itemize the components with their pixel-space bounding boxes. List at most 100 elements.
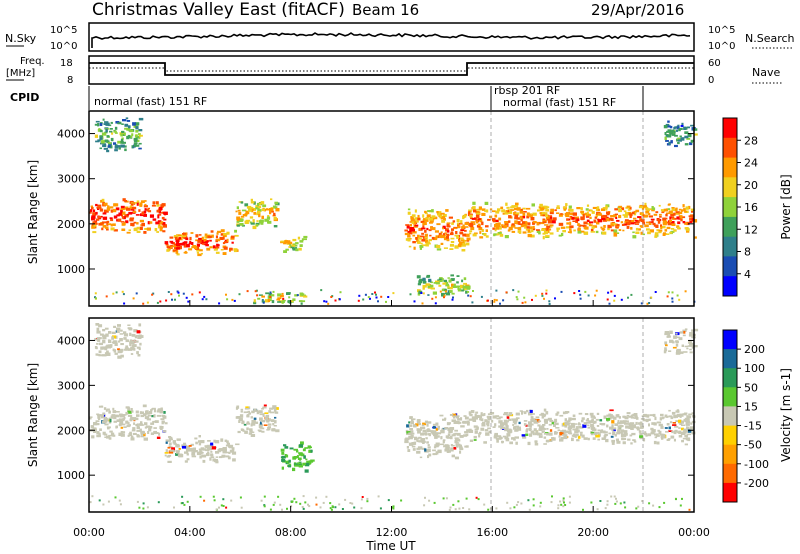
scatter-cell xyxy=(571,417,576,421)
scatter-cell xyxy=(682,329,687,332)
plot-title: Christmas Valley East (fitACF) xyxy=(92,0,345,20)
scatter-cell xyxy=(297,457,302,460)
scatter-cell xyxy=(614,434,617,437)
scatter-cell xyxy=(117,348,120,351)
scatter-cell xyxy=(171,298,173,301)
scatter-cell xyxy=(630,220,635,223)
scatter-cell xyxy=(215,251,220,254)
scatter-cell xyxy=(184,444,187,447)
scatter-cell xyxy=(461,249,466,252)
colorbar-tick-label: 28 xyxy=(744,134,758,147)
scatter-cell xyxy=(172,245,177,248)
colorbar-cell xyxy=(723,387,737,407)
scatter-cell xyxy=(225,506,228,509)
scatter-cell xyxy=(272,428,276,432)
scatter-cell xyxy=(247,406,251,410)
scatter-cell xyxy=(548,215,553,217)
scatter-cell xyxy=(633,417,637,419)
scatter-cell xyxy=(553,424,556,427)
scatter-cell xyxy=(525,429,528,433)
scatter-cell xyxy=(680,431,686,435)
scatter-cell xyxy=(99,337,102,340)
scatter-cell xyxy=(458,421,462,424)
scatter-cell xyxy=(157,214,162,216)
scatter-cell xyxy=(304,447,308,449)
scatter-cell xyxy=(155,201,159,205)
scatter-cell xyxy=(642,221,646,225)
scatter-cell xyxy=(558,214,563,217)
x-tick-label: 12:00 xyxy=(376,526,408,539)
scatter-cell xyxy=(377,495,380,498)
scatter-cell xyxy=(459,450,462,454)
scatter-cell xyxy=(562,429,566,433)
scatter-cell xyxy=(533,221,537,224)
scatter-cell xyxy=(442,282,447,285)
scatter-cell xyxy=(409,416,413,418)
scatter-cell xyxy=(222,242,226,245)
scatter-cell xyxy=(325,300,328,303)
scatter-cell xyxy=(596,412,600,415)
scatter-cell xyxy=(527,424,530,427)
scatter-cell xyxy=(577,230,582,234)
nave-tick-bottom: 0 xyxy=(708,75,714,86)
scatter-cell xyxy=(129,341,133,344)
scatter-cell xyxy=(269,296,272,298)
scatter-cell xyxy=(127,434,130,437)
scatter-cell xyxy=(168,450,174,454)
scatter-cell xyxy=(420,292,423,294)
scatter-cell xyxy=(298,444,304,448)
scatter-cell xyxy=(618,416,621,419)
scatter-cell xyxy=(419,246,422,250)
scatter-cell xyxy=(228,452,231,454)
scatter-cell xyxy=(513,506,516,509)
scatter-cell xyxy=(160,426,164,429)
scatter-cell xyxy=(462,215,465,220)
power-scatter-layer xyxy=(89,117,698,305)
scatter-cell xyxy=(159,228,163,232)
cpid-segment-3: normal (fast) 151 RF xyxy=(503,96,616,109)
scatter-cell xyxy=(432,423,438,426)
scatter-cell xyxy=(269,411,275,414)
scatter-cell xyxy=(215,235,218,239)
scatter-cell xyxy=(407,449,411,452)
scatter-cell xyxy=(103,419,108,423)
scatter-cell xyxy=(578,412,583,415)
scatter-cell xyxy=(131,417,137,421)
scatter-cell xyxy=(236,405,240,409)
scatter-cell xyxy=(487,508,490,511)
scatter-cell xyxy=(109,345,113,348)
scatter-cell xyxy=(245,210,250,215)
scatter-cell xyxy=(481,423,486,427)
scatter-cell xyxy=(106,135,110,138)
scatter-cell xyxy=(136,414,140,417)
scatter-cell xyxy=(668,426,671,430)
scatter-cell xyxy=(232,458,236,462)
scatter-cell xyxy=(504,412,508,416)
scatter-cell xyxy=(275,429,280,433)
scatter-cell xyxy=(615,500,618,503)
scatter-cell xyxy=(417,430,421,434)
scatter-cell xyxy=(139,202,143,206)
scatter-cell xyxy=(665,123,670,126)
scatter-cell xyxy=(110,218,114,222)
scatter-cell xyxy=(684,290,687,293)
scatter-cell xyxy=(247,410,250,413)
scatter-cell xyxy=(429,234,432,237)
scatter-cell xyxy=(592,437,596,440)
scatter-cell xyxy=(638,206,643,209)
scatter-cell xyxy=(410,428,413,431)
scatter-cell xyxy=(173,506,175,509)
scatter-cell xyxy=(166,249,170,252)
scatter-cell xyxy=(169,438,173,440)
scatter-cell xyxy=(204,454,207,458)
scatter-cell xyxy=(426,227,429,231)
scatter-cell xyxy=(656,229,660,232)
scatter-cell xyxy=(597,429,601,432)
scatter-cell xyxy=(642,233,645,236)
scatter-cell xyxy=(603,431,608,433)
scatter-cell xyxy=(512,419,517,423)
scatter-cell xyxy=(692,128,698,131)
scatter-cell xyxy=(469,295,472,298)
scatter-cell xyxy=(480,427,485,431)
scatter-cell xyxy=(463,277,467,281)
